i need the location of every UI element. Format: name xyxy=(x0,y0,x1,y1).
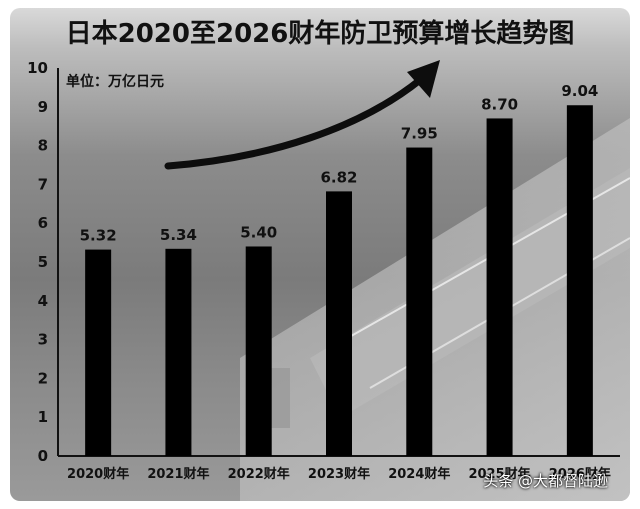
x-tick-label: 2022财年 xyxy=(228,466,290,482)
bar-value-label: 5.34 xyxy=(160,226,197,244)
bar-value-label: 8.70 xyxy=(481,95,518,113)
x-tick-label: 2025财年 xyxy=(468,466,530,482)
x-tick-label: 2020财年 xyxy=(67,466,129,482)
trend-arrow xyxy=(164,60,440,170)
y-tick-label: 3 xyxy=(38,331,48,349)
y-tick-label: 1 xyxy=(38,408,48,426)
y-tick-label: 10 xyxy=(27,59,48,77)
chart-title: 日本2020至2026财年防卫预算增长趋势图 xyxy=(66,18,575,49)
bar-value-label: 9.04 xyxy=(561,82,598,100)
y-tick-label: 6 xyxy=(38,214,48,232)
bar xyxy=(165,248,192,456)
bar-value-label: 5.40 xyxy=(240,223,277,241)
bar-value-label: 6.82 xyxy=(320,168,357,186)
chart-frame: 日本2020至2026财年防卫预算增长趋势图 单位：万亿日元 0 1 2 3 4 5 6 7 8… xyxy=(10,8,630,501)
y-tick-label: 4 xyxy=(38,292,48,310)
x-tick-label: 2023财年 xyxy=(308,466,370,482)
value-labels: 5.32 5.34 5.40 6.82 7.95 8.70 9.04 xyxy=(80,82,599,244)
y-tick-label: 7 xyxy=(38,175,48,193)
y-tick-label: 5 xyxy=(38,253,48,271)
bar-value-label: 7.95 xyxy=(401,125,438,143)
y-axis-ticks: 0 1 2 3 4 5 6 7 8 9 10 xyxy=(27,59,48,465)
bar xyxy=(85,249,112,456)
bar xyxy=(486,118,513,456)
x-axis-labels: 2020财年 2021财年 2022财年 2023财年 2024财年 2025财年 2026… xyxy=(67,466,611,482)
bar xyxy=(326,191,352,456)
x-tick-label: 2021财年 xyxy=(147,466,209,482)
bar-chart: 日本2020至2026财年防卫预算增长趋势图 单位：万亿日元 0 1 2 3 4 5 6 7 8… xyxy=(27,18,630,501)
x-tick-label: 2026财年 xyxy=(549,466,611,482)
y-tick-label: 0 xyxy=(38,447,48,465)
bar xyxy=(406,147,433,457)
bar-value-label: 5.32 xyxy=(80,227,117,245)
y-tick-label: 2 xyxy=(38,369,48,387)
y-tick-label: 9 xyxy=(38,98,48,116)
watermark: 头条 @大都督陆逊 xyxy=(483,472,608,490)
y-tick-label: 8 xyxy=(38,137,48,155)
bars xyxy=(85,105,593,457)
x-tick-label: 2024财年 xyxy=(388,466,450,482)
bar xyxy=(245,246,272,456)
unit-label: 单位：万亿日元 xyxy=(66,73,164,90)
bar xyxy=(566,105,593,457)
